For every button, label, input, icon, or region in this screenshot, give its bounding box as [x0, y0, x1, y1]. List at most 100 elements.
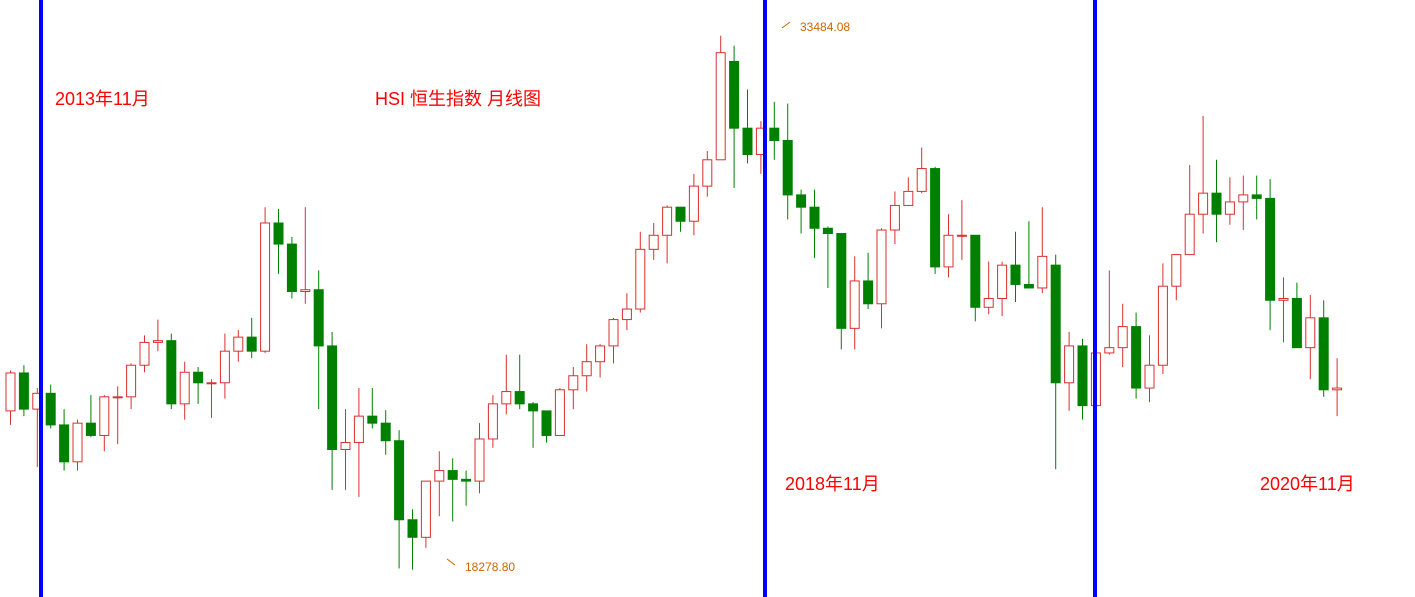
- candle: [314, 290, 323, 346]
- candle: [1105, 348, 1114, 353]
- candle: [328, 346, 337, 450]
- candle: [783, 140, 792, 194]
- candle: [287, 244, 296, 291]
- candle: [596, 346, 605, 362]
- candle: [368, 416, 377, 423]
- candle: [341, 442, 350, 449]
- candle: [408, 520, 417, 538]
- candle: [529, 404, 538, 411]
- candle: [1024, 284, 1033, 288]
- candle: [502, 392, 511, 404]
- candle: [421, 481, 430, 537]
- candle: [167, 341, 176, 404]
- candle: [770, 128, 779, 140]
- candle: [234, 337, 243, 351]
- candle: [274, 223, 283, 244]
- candle: [6, 373, 15, 411]
- candle: [636, 249, 645, 309]
- reference-line-label: 2013年11月: [55, 85, 150, 111]
- candle: [73, 423, 82, 462]
- candle-layer: [0, 0, 1415, 597]
- candle: [515, 392, 524, 404]
- reference-line-label: 2018年11月: [785, 470, 880, 496]
- candle: [1252, 195, 1261, 199]
- chart-title: HSI 恒生指数 月线图: [375, 85, 541, 111]
- candle: [837, 234, 846, 329]
- candle: [1199, 193, 1208, 214]
- candle: [1319, 318, 1328, 390]
- candle: [743, 128, 752, 154]
- candle: [676, 207, 685, 221]
- candle: [797, 195, 806, 207]
- candle: [663, 207, 672, 235]
- candle: [113, 397, 122, 398]
- candle: [153, 341, 162, 343]
- candle: [1239, 195, 1248, 202]
- candle: [1065, 346, 1074, 383]
- candle: [716, 53, 725, 160]
- candle: [475, 439, 484, 481]
- candle: [1212, 193, 1221, 214]
- candle: [1078, 346, 1087, 406]
- reference-line: [763, 0, 767, 597]
- candle: [1172, 255, 1181, 287]
- candle: [1145, 365, 1154, 388]
- candle: [850, 281, 859, 328]
- candle: [194, 372, 203, 383]
- candle: [810, 207, 819, 228]
- candle: [1011, 265, 1020, 284]
- candle: [1266, 198, 1275, 300]
- candle: [864, 281, 873, 304]
- candle: [1051, 265, 1060, 383]
- candle: [435, 471, 444, 482]
- candle: [622, 309, 631, 320]
- candle: [1038, 256, 1047, 288]
- candle: [207, 383, 216, 384]
- candle: [730, 61, 739, 128]
- candle: [46, 393, 55, 425]
- candle: [19, 373, 28, 409]
- candle: [127, 365, 136, 397]
- candle: [689, 186, 698, 221]
- candle: [582, 362, 591, 376]
- candle: [649, 235, 658, 249]
- candle: [998, 265, 1007, 298]
- candle: [395, 441, 404, 520]
- reference-line: [39, 0, 43, 597]
- candle: [971, 235, 980, 307]
- candle: [609, 320, 618, 346]
- candle: [1292, 299, 1301, 348]
- candle: [1306, 318, 1315, 348]
- candle: [354, 416, 363, 442]
- candle: [247, 337, 256, 351]
- candle: [555, 390, 564, 436]
- candle: [877, 230, 886, 304]
- candle: [462, 479, 471, 481]
- candlestick-chart: 2013年11月2018年11月2020年11月HSI 恒生指数 月线图3348…: [0, 0, 1415, 597]
- candle: [60, 425, 69, 462]
- candle: [381, 423, 390, 441]
- candle: [569, 376, 578, 390]
- candle: [703, 160, 712, 186]
- candle: [1185, 214, 1194, 254]
- candle: [488, 404, 497, 439]
- candle: [823, 228, 832, 233]
- candle: [100, 397, 109, 436]
- candle: [1158, 286, 1167, 365]
- candle: [448, 471, 457, 480]
- candle: [890, 205, 899, 230]
- candle: [1279, 299, 1288, 301]
- candle: [180, 372, 189, 404]
- candle: [140, 342, 149, 365]
- candle: [86, 423, 95, 435]
- candle: [944, 235, 953, 267]
- candle: [931, 169, 940, 267]
- candle: [220, 351, 229, 383]
- candle: [542, 411, 551, 436]
- reference-line-label: 2020年11月: [1260, 470, 1355, 496]
- candle: [301, 290, 310, 292]
- candle: [261, 223, 270, 351]
- candle: [984, 299, 993, 308]
- candle: [1225, 202, 1234, 214]
- candle: [904, 191, 913, 205]
